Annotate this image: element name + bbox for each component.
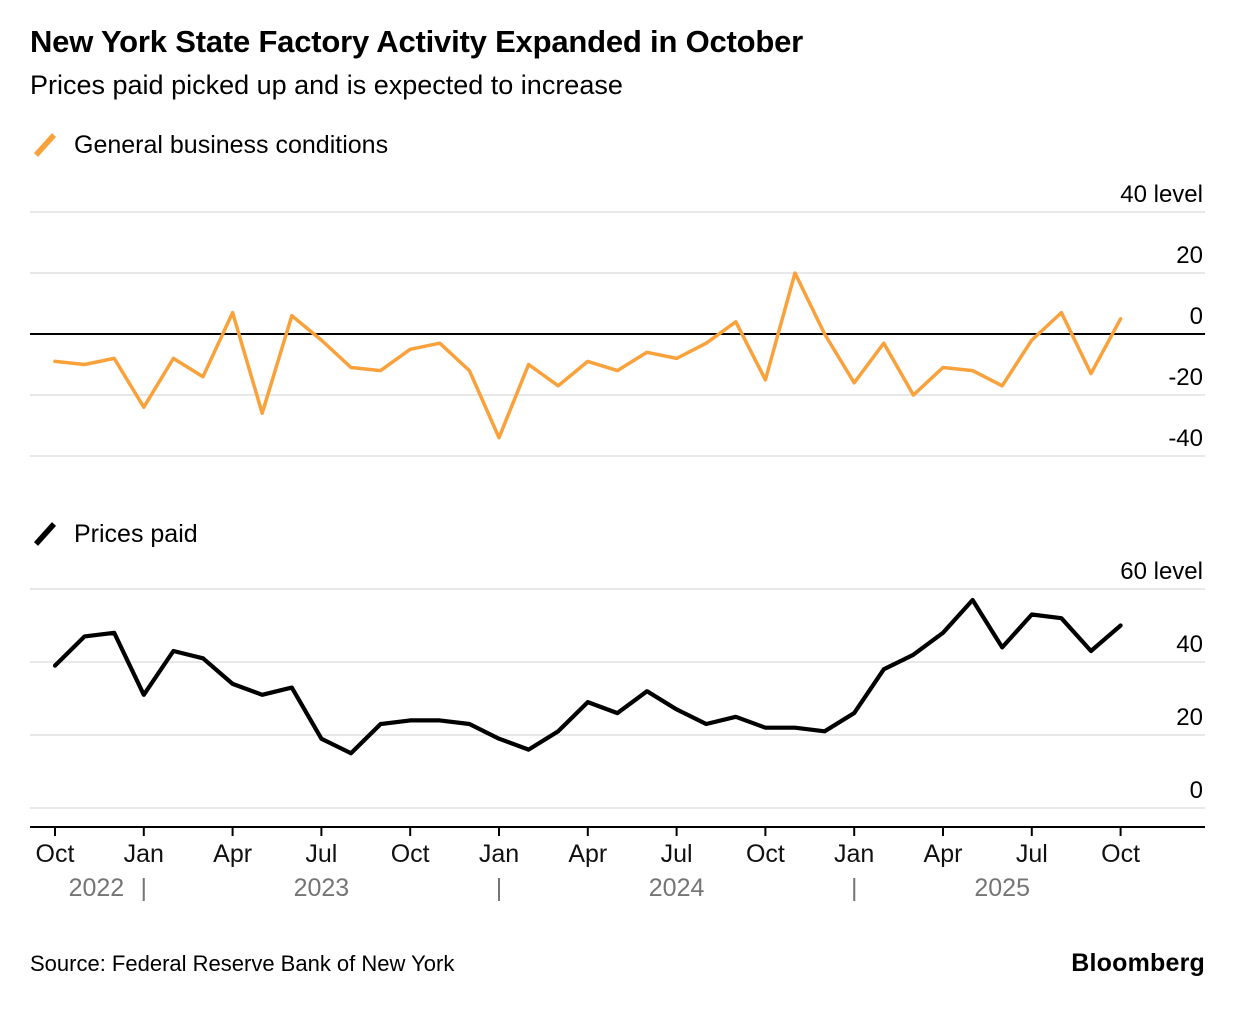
chart-page: New York State Factory Activity Expanded…: [30, 24, 1205, 978]
legend-prices-paid: Prices paid: [30, 520, 1205, 549]
orange-slash-icon: [33, 133, 57, 158]
legend-label-prices-paid: Prices paid: [74, 519, 198, 548]
bloomberg-logo: Bloomberg: [1071, 948, 1205, 977]
x-axis-label: Jan: [124, 840, 164, 868]
year-separator: |: [851, 874, 858, 902]
x-axis-label: Apr: [568, 840, 607, 868]
x-axis-label: Apr: [924, 840, 963, 868]
x-axis-label: Oct: [36, 840, 75, 868]
year-label: 2024: [649, 874, 705, 902]
y-axis-label: 0: [1190, 303, 1203, 330]
general-business-conditions-line: [53, 271, 1123, 440]
page-subtitle: Prices paid picked up and is expected to…: [30, 69, 623, 100]
prices-paid-chart: 60 level 40 20 0 Oct Jan Apr Jul Oct Jan Apr Jul Oct…: [30, 558, 1205, 902]
y-axis-label: 60 level: [1120, 558, 1203, 585]
y-axis-label: 0: [1190, 777, 1203, 804]
year-label: 2023: [294, 874, 350, 902]
year-label: 2025: [974, 874, 1030, 902]
x-axis-label: Oct: [746, 840, 785, 868]
x-axis-label: Oct: [391, 840, 430, 868]
legend-label-general-business-conditions: General business conditions: [74, 130, 389, 159]
y-axis-label: 20: [1176, 704, 1203, 731]
y-axis-label: 40: [1176, 631, 1203, 658]
x-axis-label: Jan: [834, 840, 874, 868]
x-axis-label: Apr: [213, 840, 252, 868]
page-title: New York State Factory Activity Expanded…: [30, 24, 804, 59]
x-axis-label: Oct: [1101, 840, 1140, 868]
x-axis-label: Jul: [1016, 840, 1048, 868]
general-business-conditions-chart: 40 level 20 0 -20 -40: [30, 181, 1205, 457]
x-axis-label: Jul: [661, 840, 693, 868]
year-separator: |: [141, 874, 148, 902]
y-axis-label: -20: [1168, 364, 1203, 391]
y-axis-label: -40: [1168, 425, 1203, 452]
y-axis-label: 40 level: [1120, 181, 1203, 208]
year-separator: |: [496, 874, 503, 902]
source-note: Source: Federal Reserve Bank of New York: [30, 950, 455, 976]
black-slash-icon: [33, 522, 57, 547]
x-axis-label: Jan: [479, 840, 519, 868]
legend-general-business-conditions: General business conditions: [30, 131, 1205, 160]
prices-paid-line: [52, 597, 1123, 756]
year-label: 2022: [69, 874, 125, 902]
y-axis-label: 20: [1176, 242, 1203, 269]
footer: Source: Federal Reserve Bank of New York…: [30, 949, 1205, 978]
x-axis-label: Jul: [305, 840, 337, 868]
